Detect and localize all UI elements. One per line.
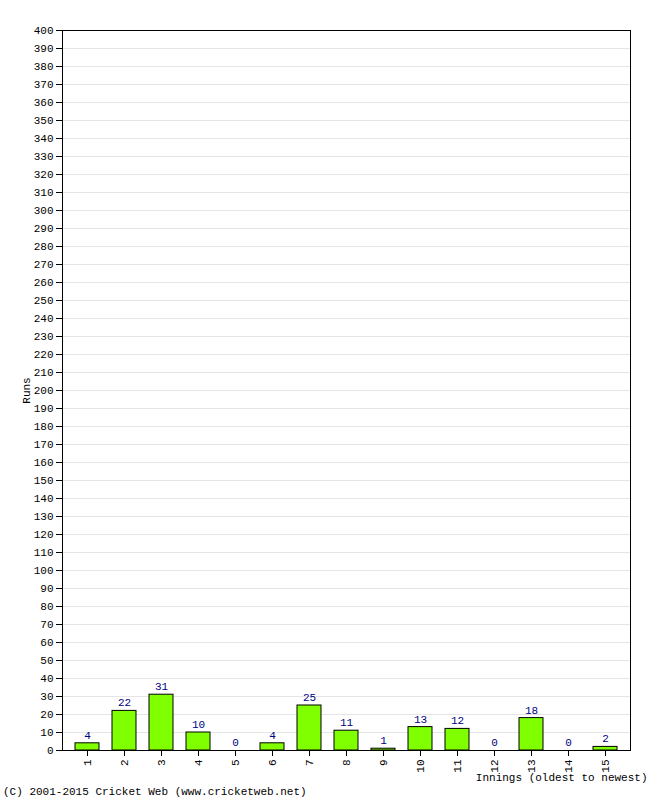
svg-text:6: 6 [267, 760, 279, 767]
svg-text:22: 22 [118, 697, 131, 709]
svg-text:0: 0 [232, 737, 239, 749]
svg-text:110: 110 [34, 547, 54, 559]
svg-text:50: 50 [40, 655, 53, 667]
svg-text:120: 120 [34, 529, 54, 541]
svg-text:90: 90 [40, 583, 53, 595]
svg-text:31: 31 [155, 681, 169, 693]
html-text:(C) 2001-2015 Cricket Web (www: (C) 2001-2015 Cricket Web (www.cricketwe… [3, 786, 307, 798]
svg-text:140: 140 [34, 493, 54, 505]
svg-text:0: 0 [47, 745, 54, 757]
svg-text:280: 280 [34, 241, 54, 253]
svg-text:11: 11 [340, 717, 354, 729]
svg-text:250: 250 [34, 295, 54, 307]
svg-text:100: 100 [34, 565, 54, 577]
svg-text:300: 300 [34, 205, 54, 217]
svg-text:130: 130 [34, 511, 54, 523]
svg-text:15: 15 [600, 759, 612, 773]
svg-text:4: 4 [193, 759, 205, 766]
svg-text:3: 3 [156, 760, 168, 767]
svg-text:12: 12 [489, 759, 501, 773]
svg-text:370: 370 [34, 79, 54, 91]
svg-text:160: 160 [34, 457, 54, 469]
svg-text:390: 390 [34, 43, 54, 55]
svg-text:170: 170 [34, 439, 54, 451]
svg-text:10: 10 [40, 727, 53, 739]
svg-text:260: 260 [34, 277, 54, 289]
svg-text:8: 8 [341, 760, 353, 767]
svg-text:Runs: Runs [21, 377, 33, 403]
svg-text:25: 25 [303, 692, 316, 704]
svg-text:270: 270 [34, 259, 54, 271]
svg-text:18: 18 [525, 705, 538, 717]
svg-text:10: 10 [192, 719, 205, 731]
svg-text:240: 240 [34, 313, 54, 325]
svg-text:360: 360 [34, 97, 54, 109]
svg-text:5: 5 [230, 760, 242, 767]
svg-text:4: 4 [269, 730, 276, 742]
svg-text:9: 9 [378, 760, 390, 767]
svg-text:320: 320 [34, 169, 54, 181]
svg-text:20: 20 [40, 709, 53, 721]
svg-text:220: 220 [34, 349, 54, 361]
svg-text:40: 40 [40, 673, 53, 685]
svg-text:200: 200 [34, 385, 54, 397]
svg-text:60: 60 [40, 637, 53, 649]
svg-text:190: 190 [34, 403, 54, 415]
svg-text:380: 380 [34, 61, 54, 73]
svg-text:70: 70 [40, 619, 53, 631]
svg-text:13: 13 [526, 759, 538, 773]
svg-text:0: 0 [491, 737, 498, 749]
svg-text:11: 11 [452, 759, 464, 773]
svg-text:230: 230 [34, 331, 54, 343]
svg-text:4: 4 [84, 730, 91, 742]
svg-text:13: 13 [414, 714, 427, 726]
svg-text:14: 14 [563, 759, 575, 773]
svg-text:290: 290 [34, 223, 54, 235]
svg-text:10: 10 [415, 760, 427, 773]
svg-text:7: 7 [304, 760, 316, 767]
svg-text:0: 0 [565, 737, 572, 749]
svg-text:1: 1 [82, 759, 94, 766]
svg-text:30: 30 [40, 691, 53, 703]
svg-text:310: 310 [34, 187, 54, 199]
svg-text:1: 1 [380, 735, 387, 747]
svg-text:Innings (oldest to newest): Innings (oldest to newest) [476, 772, 648, 784]
svg-text:150: 150 [34, 475, 54, 487]
svg-text:350: 350 [34, 115, 54, 127]
svg-text:80: 80 [40, 601, 53, 613]
svg-text:400: 400 [34, 25, 54, 37]
svg-text:340: 340 [34, 133, 54, 145]
svg-text:12: 12 [451, 715, 464, 727]
svg-text:180: 180 [34, 421, 54, 433]
svg-text:2: 2 [119, 760, 131, 767]
svg-text:2: 2 [602, 733, 609, 745]
svg-text:210: 210 [34, 367, 54, 379]
svg-text:330: 330 [34, 151, 54, 163]
